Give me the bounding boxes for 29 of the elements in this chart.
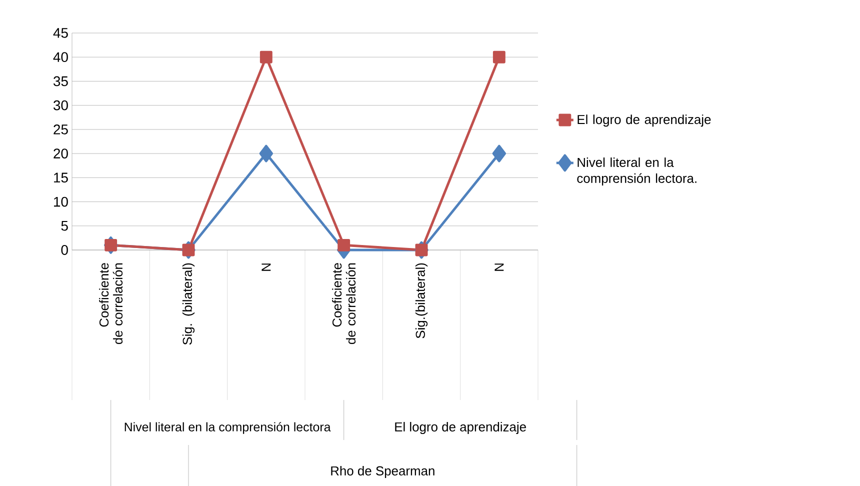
y-tick-label: 30	[53, 100, 68, 110]
x-tick-label: Coeficiente de correlación	[332, 263, 356, 344]
x-tick-label: Coeficiente de correlación	[99, 263, 123, 344]
text: Nivel literal en la comprensión lectora	[124, 422, 331, 434]
point	[492, 144, 506, 162]
x-tick-label: Sig. (bilateral)	[182, 263, 195, 345]
y-tick-label: 0	[61, 245, 68, 255]
y-tick-label: 20	[54, 148, 68, 158]
y-tick-label: 40	[53, 52, 68, 62]
x-tick-label: N	[494, 264, 504, 271]
y-tick-label: 45	[53, 28, 68, 38]
legend-label: El logro de aprendizaje	[578, 114, 711, 127]
text: Rho de Spearman	[331, 466, 434, 478]
text: El logro de aprendizaje	[395, 422, 526, 434]
point	[415, 244, 428, 256]
point	[182, 244, 195, 256]
y-tick-label: 35	[53, 76, 68, 86]
y-tick-label: 25	[54, 124, 68, 134]
point	[492, 50, 506, 64]
x-tick-label: N	[262, 264, 271, 271]
y-tick-label: 10	[54, 196, 68, 207]
point	[104, 238, 118, 252]
y-tick-label: 5	[61, 221, 68, 231]
point	[259, 144, 274, 162]
point	[260, 50, 272, 64]
point	[338, 238, 350, 252]
x-tick-label: Sig.(bilateral)	[415, 263, 428, 338]
legend-label: Nivel literal en la comprensión lectora.	[577, 157, 696, 186]
y-tick-label: 15	[54, 172, 68, 183]
